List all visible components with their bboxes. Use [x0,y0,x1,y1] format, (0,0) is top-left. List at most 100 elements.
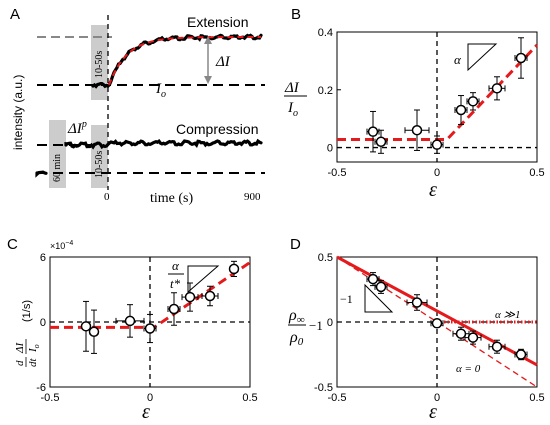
marker [491,83,503,94]
data-point [514,348,528,361]
panel-b-slope-label: α [454,52,462,67]
panel-b-ticks: -0.5 0 0.5 0 0.2 0.4 [318,27,545,179]
shade-60min [49,120,66,188]
y-tick-label: 0 [40,317,46,329]
x-tick-label: 0.5 [242,392,257,404]
y-tick-label: 0 [327,143,333,155]
svg-text:t*: t* [170,276,181,291]
data-point [201,285,219,307]
extension-label: Extension [187,14,248,30]
delta-i-arrowhead-down [204,76,212,84]
marker [367,126,379,137]
marker [455,328,467,339]
shade-60min-label: 60 min [52,154,63,182]
marker [184,291,196,303]
data-point [228,260,240,277]
delta-ip-label: ΔIp [67,119,87,137]
data-point [430,318,444,329]
panel-d-alpha-large-label: α ≫1 [495,309,521,321]
x-tick-label: 0 [434,392,440,404]
y-tick-label: 0.5 [318,252,333,264]
x-tick-label: 0 [434,167,440,179]
marker [228,263,240,275]
panel-c: C ×10−4 -0.5 0 0.5 -6 0 6 α t* d dt ΔI Io (1/… [7,236,258,423]
y-tick-label: 0.2 [318,85,333,97]
panel-c-slope-label: α t* [168,258,184,291]
delta-i-arrowhead-up [204,36,212,44]
data-point [466,92,480,111]
marker [375,136,387,148]
svg-text:ρ∞: ρ∞ [288,307,305,326]
marker [168,303,180,315]
shade-10-50-top-label: 10-50s [94,51,105,78]
svg-text:ΔI: ΔI [284,80,300,96]
marker [431,139,443,150]
panel-c-points [80,260,240,354]
data-point [488,76,506,101]
data-point [374,129,388,154]
data-point [115,304,145,338]
marker [204,290,216,302]
panel-d-slope-triangle [364,283,394,313]
marker [144,323,156,334]
marker [80,321,92,332]
marker [367,273,379,285]
panel-a-xlabel: time (s) [150,191,193,206]
svg-text:dt: dt [27,358,39,368]
svg-text:Io: Io [27,344,41,353]
panel-label-d: D [290,236,301,253]
panel-a-x-zero: 0 [104,191,110,203]
data-point [143,313,157,344]
marker [411,124,423,136]
data-point [366,272,380,287]
panel-a-x-end: 900 [244,191,261,203]
data-point [514,37,528,79]
panel-d-ticks: -0.5 0 0.5 -0.5 0 0.5 [314,252,545,404]
x-tick-label: -0.5 [328,167,347,179]
data-point [366,110,380,153]
panel-d-ylabel: ρ∞ ρ0 −1 [288,307,323,348]
marker [467,96,479,107]
delta-i-label: ΔI [215,54,231,70]
compression-label: Compression [176,121,258,137]
panel-a-ylabel: intensity (a.u.) [11,75,25,150]
x-tick-label: -0.5 [328,392,347,404]
io-label: Io [155,81,166,100]
y-tick-label: -0.5 [314,382,333,394]
data-point [88,309,100,354]
panel-b: B -0.5 0 0.5 0 0.2 0.4 α ΔI Io ε [284,6,545,201]
marker [411,297,423,308]
marker [431,318,443,329]
extension-fit [108,36,261,86]
x-tick-label: 0.5 [529,392,544,404]
marker [88,326,100,337]
data-point [488,339,506,354]
panel-b-slope-triangle [467,43,498,72]
svg-text:Io: Io [287,100,298,119]
panel-c-ticks: -0.5 0 0.5 -6 0 6 [36,252,257,404]
marker [124,315,136,327]
data-point [80,300,92,352]
compression-data [35,138,263,178]
data-point [454,95,468,125]
extension-data [91,33,263,89]
panel-d-alpha-zero-label: α = 0 [456,363,481,375]
y-tick-label: 0 [327,317,333,329]
svg-text:d: d [14,360,26,366]
panel-c-xlabel: ε [142,401,150,423]
y-tick-label: 0.4 [318,27,333,39]
panel-a: A 10-50s 60 min 10-50s Extension Compres… [10,6,265,206]
data-point [181,282,199,312]
x-tick-label: 0 [147,392,153,404]
y-tick-label: -6 [36,382,46,394]
panel-c-slope-triangle [187,265,220,294]
x-tick-label: 0.5 [529,167,544,179]
panel-label-a: A [10,6,20,23]
panel-d-slope-label: −1 [340,292,353,306]
marker [375,281,387,293]
data-point [404,109,430,151]
panel-c-ylabel: d dt ΔI Io (1/s) [14,300,41,367]
svg-text:α: α [172,258,180,273]
shade-10-50-top [91,25,108,100]
